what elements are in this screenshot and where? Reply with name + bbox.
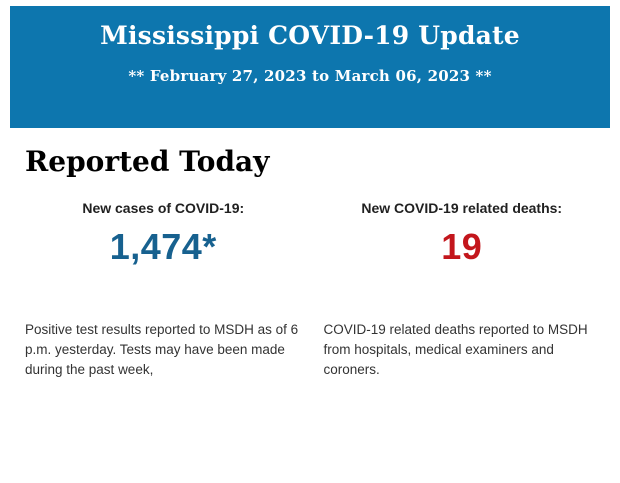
- newsletter-title: Mississippi COVID-19 Update: [100, 21, 520, 50]
- new-cases-description: Positive test results reported to MSDH a…: [25, 322, 299, 377]
- new-deaths-value: 19: [441, 226, 483, 268]
- new-cases-label: New cases of COVID-19:: [82, 200, 245, 217]
- stats-grid: New cases of COVID-19: 1,474* Positive t…: [25, 200, 600, 379]
- stat-new-deaths: New COVID-19 related deaths: 19 COVID-19…: [324, 200, 601, 379]
- new-deaths-description: COVID-19 related deaths reported to MSDH…: [323, 322, 588, 377]
- newsletter-date-range: ** February 27, 2023 to March 06, 2023 *…: [128, 66, 492, 85]
- reported-today-section: Reported Today New cases of COVID-19: 1,…: [0, 145, 620, 379]
- section-heading: Reported Today: [25, 145, 270, 178]
- header-banner: Mississippi COVID-19 Update ** February …: [10, 6, 610, 128]
- new-cases-value: 1,474*: [109, 226, 217, 268]
- new-deaths-label: New COVID-19 related deaths:: [361, 200, 563, 217]
- stat-new-cases: New cases of COVID-19: 1,474* Positive t…: [25, 200, 302, 379]
